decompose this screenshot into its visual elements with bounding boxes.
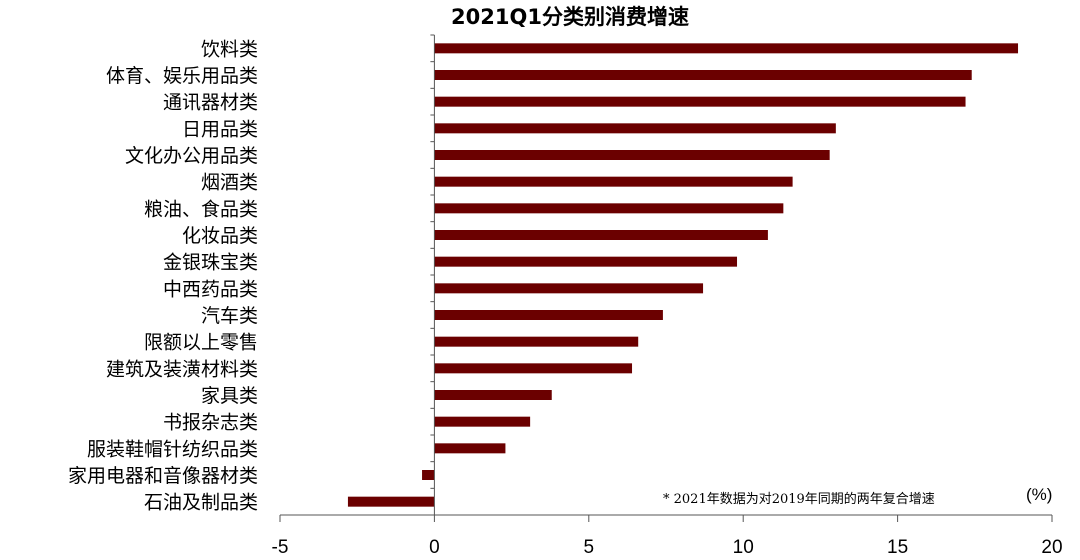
x-tick-label: 10: [733, 537, 754, 558]
category-label: 限额以上零售: [144, 332, 258, 354]
category-label: 汽车类: [201, 305, 258, 327]
category-label: 石油及制品类: [144, 492, 258, 514]
bar: [434, 230, 768, 240]
bar: [434, 176, 793, 187]
category-label: 建筑及装潢材料类: [106, 358, 258, 380]
x-tick-label: 5: [584, 537, 595, 558]
bar: [434, 123, 836, 134]
x-tick-label: 0: [429, 537, 440, 558]
category-label: 家具类: [201, 385, 258, 407]
category-label: 通讯器材类: [163, 92, 258, 114]
category-label: 体育、娱乐用品类: [106, 65, 258, 87]
bar: [434, 283, 704, 294]
bars-group: [347, 43, 1019, 507]
category-label: 日用品类: [182, 118, 258, 140]
bar: [434, 203, 784, 214]
category-label: 中西药品类: [163, 278, 258, 300]
category-label: 粮油、食品类: [144, 198, 258, 220]
x-tick-label: 20: [1041, 537, 1062, 558]
category-label: 文化办公用品类: [125, 145, 258, 167]
bar: [347, 496, 435, 507]
category-label: 化妆品类: [182, 225, 258, 247]
bar: [434, 363, 633, 374]
category-label: 服装鞋帽针纺织品类: [87, 438, 258, 460]
bar: [434, 70, 972, 80]
chart-note: * 2021年数据为对2019年同期的两年复合增速: [663, 491, 935, 507]
bar: [434, 96, 966, 107]
bar: [434, 336, 639, 347]
bar: [434, 416, 531, 427]
bar: [434, 390, 552, 400]
bar: [434, 150, 830, 160]
x-tick-label: 15: [887, 537, 908, 558]
chart-title: 2021Q1分类别消费增速: [451, 5, 689, 29]
x-tick-label: -5: [272, 537, 289, 558]
category-labels-group: 饮料类体育、娱乐用品类通讯器材类日用品类文化办公用品类烟酒类粮油、食品类化妆品类…: [68, 38, 258, 513]
bar: [434, 43, 1019, 54]
category-label: 书报杂志类: [163, 412, 258, 434]
x-axis: -5 0 5 10 15 20: [272, 34, 1063, 558]
category-label: 烟酒类: [201, 172, 258, 194]
category-label: 饮料类: [201, 38, 258, 60]
unit-label: (%): [1026, 485, 1052, 504]
bar: [422, 470, 435, 480]
bar: [434, 443, 506, 454]
bar: [434, 256, 738, 267]
category-label: 家用电器和音像器材类: [68, 465, 258, 487]
bar: [434, 310, 663, 320]
category-label: 金银珠宝类: [163, 252, 258, 274]
